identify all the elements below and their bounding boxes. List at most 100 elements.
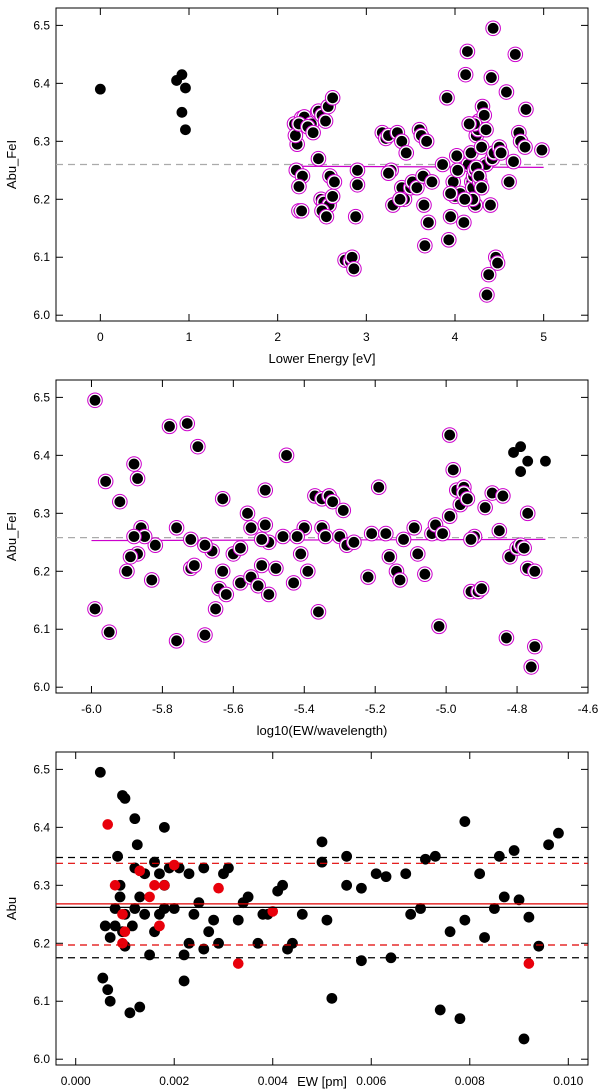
data-point <box>320 115 331 127</box>
data-point <box>89 394 101 406</box>
x-tick-label: -4.8 <box>507 702 528 716</box>
data-point <box>128 531 140 542</box>
data-point <box>419 568 431 580</box>
data-point <box>180 124 191 136</box>
data-point <box>242 891 254 903</box>
x-tick-label: 5 <box>540 330 547 344</box>
data-point <box>256 533 268 545</box>
data-point <box>114 891 126 903</box>
data-point <box>290 130 301 141</box>
y-tick-label: 6.2 <box>33 564 50 578</box>
data-point <box>486 487 498 499</box>
data-point <box>188 908 200 920</box>
data-point <box>119 792 131 804</box>
x-tick-label: 1 <box>186 330 193 344</box>
data-point <box>508 156 519 168</box>
data-point <box>131 839 143 851</box>
data-point <box>171 635 182 647</box>
data-point <box>109 903 121 914</box>
data-point <box>144 949 155 961</box>
x-tick-label: 0.008 <box>455 1074 485 1088</box>
data-point <box>139 908 151 920</box>
data-point <box>176 69 188 81</box>
y-tick-label: 6.1 <box>33 994 50 1008</box>
y-tick-label: 6.5 <box>33 390 50 404</box>
plot-frame <box>55 379 589 694</box>
data-point <box>473 170 485 182</box>
data-point <box>383 551 395 563</box>
data-point <box>329 176 340 188</box>
x-tick-label: 0.010 <box>553 1074 583 1088</box>
data-point <box>277 879 288 891</box>
data-point <box>398 533 409 545</box>
x-tick-label: 0.000 <box>61 1074 91 1088</box>
data-point <box>518 1033 530 1045</box>
x-tick-label: -5.0 <box>436 702 457 716</box>
data-point <box>529 565 541 577</box>
data-point <box>459 914 471 926</box>
data-point <box>437 528 448 540</box>
data-point <box>462 46 473 57</box>
data-point <box>420 853 431 865</box>
y-tick-label: 6.5 <box>33 18 50 32</box>
data-point <box>474 868 486 880</box>
data-point <box>463 118 475 130</box>
data-point <box>341 879 353 891</box>
data-point <box>525 661 537 673</box>
x-tick-label: -4.6 <box>578 702 599 716</box>
y-tick-label: 6.4 <box>33 448 50 462</box>
data-point <box>210 603 222 615</box>
data-point <box>513 894 525 906</box>
x-tick-label: 0 <box>97 330 104 344</box>
data-point <box>394 193 406 205</box>
data-point-red <box>213 882 224 894</box>
data-point <box>139 531 151 542</box>
x-tick-label: -5.6 <box>223 702 244 716</box>
data-point <box>259 484 271 496</box>
data-point <box>493 850 505 862</box>
data-point <box>485 72 497 83</box>
data-point <box>479 932 490 943</box>
data-point <box>134 1001 146 1013</box>
data-point <box>287 937 298 949</box>
data-point <box>508 845 520 856</box>
x-tick-label: -5.8 <box>152 702 173 716</box>
data-point <box>459 193 471 205</box>
data-point <box>519 141 531 153</box>
data-point <box>114 496 126 508</box>
data-point <box>356 955 367 967</box>
data-point <box>515 466 527 477</box>
data-point <box>313 153 324 165</box>
y-tick-label: 6.0 <box>33 308 50 322</box>
data-point <box>178 949 190 961</box>
chart-panel-2: -6.0 -5.8 -5.6 -5.4 -5.2 -5.0 -4.8 -4.6 6.0 6.1 6.… <box>4 379 599 738</box>
data-point <box>316 836 328 848</box>
y-tick-label: 6.3 <box>33 506 50 520</box>
data-point <box>396 135 408 147</box>
y-axis-title: Abu_FeI <box>4 512 19 561</box>
x-tick-label: 0.006 <box>356 1074 386 1088</box>
plot-frame <box>55 751 589 1066</box>
data-point <box>126 920 138 932</box>
data-point <box>445 211 456 223</box>
data-point-red <box>119 926 131 937</box>
data-point <box>307 127 319 139</box>
data-point-red <box>109 880 121 891</box>
data-point <box>199 539 211 551</box>
data-point <box>121 565 133 577</box>
data-point <box>419 240 431 252</box>
data-point <box>493 525 505 537</box>
y-tick-label: 6.1 <box>33 250 50 264</box>
data-point-red <box>523 958 535 969</box>
data-point <box>235 542 246 554</box>
data-point <box>176 106 188 118</box>
data-point <box>129 813 141 825</box>
data-point <box>501 86 512 98</box>
data-point <box>220 589 232 600</box>
data-point <box>485 199 496 211</box>
x-axis-title: log10(EW/wavelength) <box>257 723 388 738</box>
y-tick-label: 6.4 <box>33 820 50 834</box>
y-tick-label: 6.2 <box>33 936 50 950</box>
data-point <box>408 522 420 534</box>
data-point <box>476 583 487 595</box>
